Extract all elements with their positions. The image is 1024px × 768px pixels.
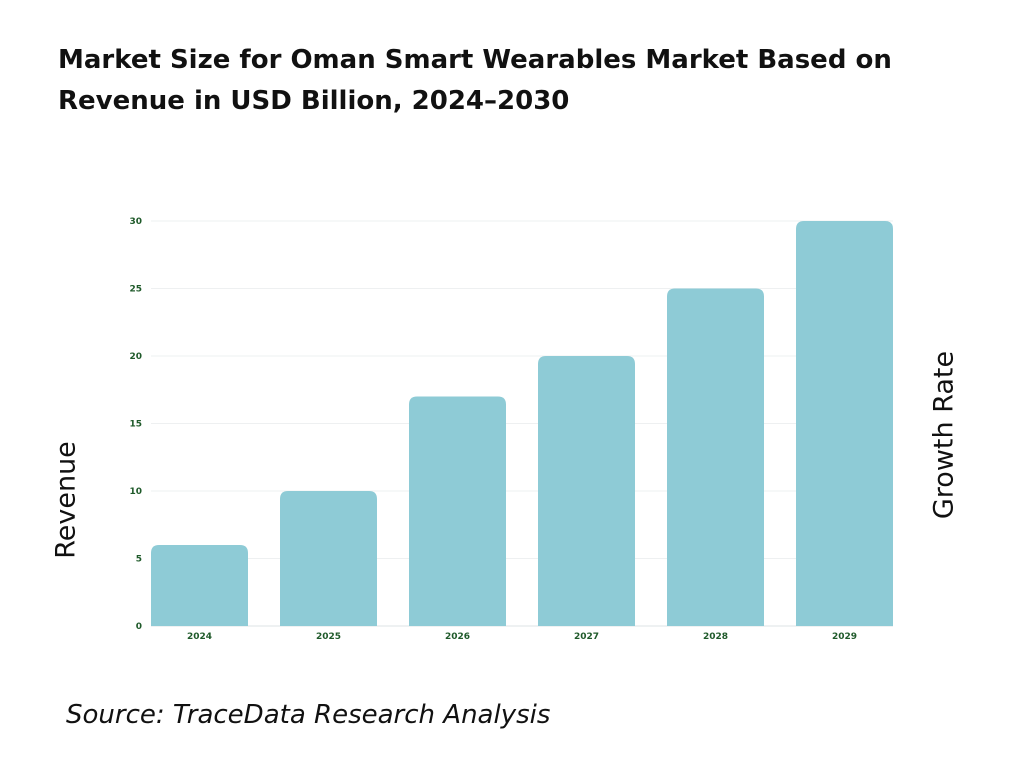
x-tick-label: 2027 — [574, 632, 599, 642]
bar-2029 — [796, 221, 893, 626]
bar-2026 — [409, 396, 506, 626]
bar-2024 — [151, 545, 248, 626]
x-tick-label: 2026 — [445, 632, 470, 642]
bar-2027 — [538, 356, 635, 626]
x-tick-label: 2024 — [187, 632, 212, 642]
y-tick-label: 20 — [129, 352, 142, 362]
y-tick-label: 25 — [129, 285, 142, 295]
y-tick-label: 30 — [129, 217, 142, 227]
y-tick-label: 5 — [136, 555, 142, 565]
x-tick-label: 2025 — [316, 632, 341, 642]
source-note: Source: TraceData Research Analysis — [66, 700, 551, 730]
y-tick-label: 0 — [136, 622, 142, 632]
x-tick-label: 2028 — [703, 632, 728, 642]
x-tick-label: 2029 — [832, 632, 857, 642]
chart-title: Market Size for Oman Smart Wearables Mar… — [58, 45, 892, 116]
y-tick-label: 10 — [129, 487, 142, 497]
y-tick-label: 15 — [129, 420, 142, 430]
bar-2025 — [280, 491, 377, 626]
bar-2028 — [667, 288, 764, 626]
